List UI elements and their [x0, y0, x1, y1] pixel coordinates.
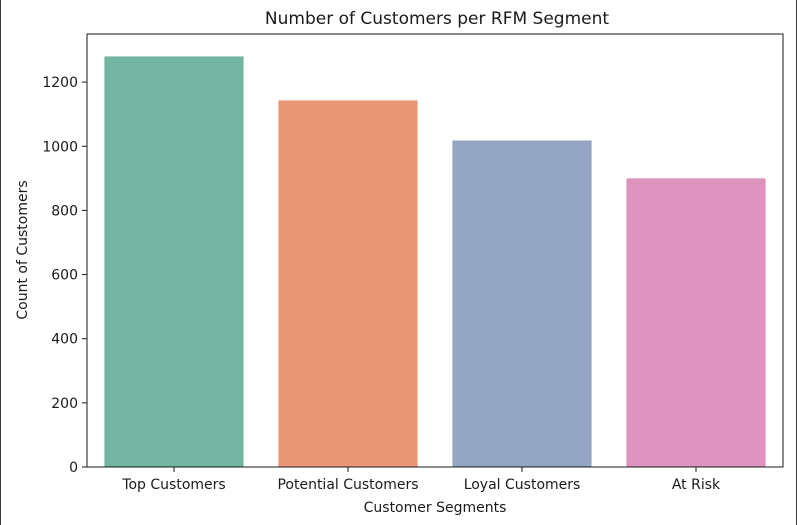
bar-at-risk — [626, 178, 766, 468]
bar-potential-customers — [278, 100, 418, 467]
plot-area-border — [86, 33, 784, 468]
bar-top-customers — [104, 56, 244, 468]
x-tick-label: Top Customers — [121, 477, 225, 493]
bars-group — [104, 56, 766, 468]
y-tick-label: 1000 — [42, 139, 78, 155]
y-axis-ticks: 0 200 400 600 800 1000 1200 — [42, 75, 87, 476]
y-tick-label: 1200 — [42, 75, 78, 91]
y-tick-label: 600 — [51, 268, 78, 284]
x-tick-label: Potential Customers — [277, 477, 418, 493]
x-axis-ticks: Top Customers Potential Customers Loyal Cu… — [121, 467, 721, 493]
y-axis-label: Count of Customers — [15, 180, 31, 319]
y-tick-label: 400 — [51, 332, 78, 348]
bar-loyal-customers — [452, 140, 592, 467]
y-tick-label: 0 — [69, 460, 78, 476]
x-tick-label: At Risk — [672, 477, 721, 493]
y-tick-label: 200 — [51, 396, 78, 412]
x-tick-label: Loyal Customers — [464, 477, 581, 493]
y-tick-label: 800 — [51, 203, 78, 219]
x-axis-label: Customer Segments — [364, 500, 507, 516]
chart-title: Number of Customers per RFM Segment — [265, 9, 609, 29]
